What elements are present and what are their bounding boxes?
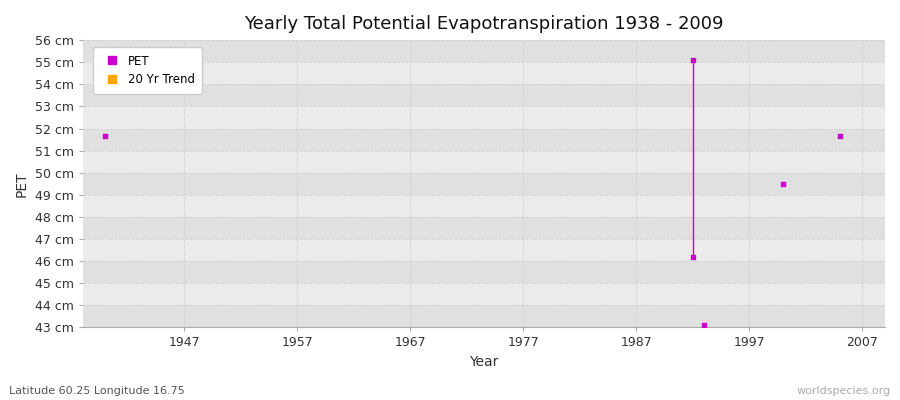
Point — [686, 254, 700, 260]
Bar — [83, 84, 885, 106]
Bar — [83, 195, 885, 217]
Bar — [83, 151, 885, 173]
Point — [776, 180, 790, 187]
Bar — [83, 217, 885, 239]
Text: Latitude 60.25 Longitude 16.75: Latitude 60.25 Longitude 16.75 — [9, 386, 184, 396]
Bar — [83, 305, 885, 328]
X-axis label: Year: Year — [469, 355, 499, 369]
Bar — [83, 283, 885, 305]
Bar — [83, 128, 885, 151]
Point — [697, 322, 711, 328]
Bar — [83, 239, 885, 261]
Bar — [83, 62, 885, 84]
Point — [832, 133, 847, 140]
Title: Yearly Total Potential Evapotranspiration 1938 - 2009: Yearly Total Potential Evapotranspiratio… — [244, 15, 724, 33]
Text: worldspecies.org: worldspecies.org — [796, 386, 891, 396]
Legend: PET, 20 Yr Trend: PET, 20 Yr Trend — [93, 48, 202, 94]
Bar — [83, 40, 885, 62]
Point — [98, 133, 112, 140]
Y-axis label: PET: PET — [15, 171, 29, 196]
Bar — [83, 173, 885, 195]
Bar — [83, 106, 885, 128]
Bar — [83, 261, 885, 283]
Point — [686, 57, 700, 63]
